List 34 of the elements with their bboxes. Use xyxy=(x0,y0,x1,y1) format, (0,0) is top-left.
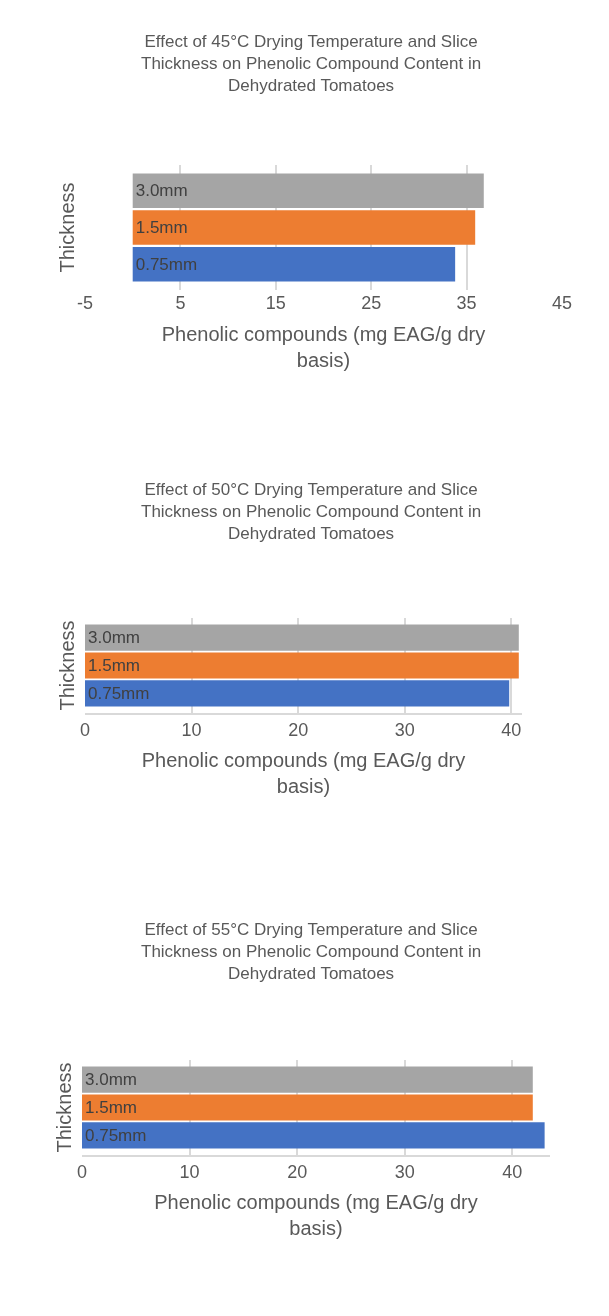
x-tick-label: 40 xyxy=(502,1162,523,1183)
x-axis-title: Phenolic compounds (mg EAG/g dry basis) xyxy=(141,749,466,798)
series-label: 3.0mm xyxy=(135,181,188,201)
chart-title: Effect of 45°C Drying Temperature and Slice Thickness on Phenolic Compound Content in Dehydrated Tomatoes xyxy=(141,32,482,96)
x-axis-title: Phenolic compounds (mg EAG/g dry basis) xyxy=(154,1191,478,1240)
x-tick-label: 25 xyxy=(361,293,382,313)
series-label: 1.5mm xyxy=(85,1098,137,1117)
x-tick-label: 0 xyxy=(79,720,91,741)
y-axis-title: Thickness xyxy=(55,620,78,711)
y-axis-title: Thickness xyxy=(55,182,78,273)
x-tick-label: -5 xyxy=(76,293,94,313)
chart-title: Effect of 50°C Drying Temperature and Slice Thickness on Phenolic Compound Content in Dehydrated Tomatoes xyxy=(141,480,482,544)
x-tick-label: 45 xyxy=(551,293,573,313)
series-label: 0.75mm xyxy=(88,683,150,703)
series-label: 0.75mm xyxy=(135,254,198,274)
x-tick-label: 35 xyxy=(456,293,477,313)
x-tick-label: 30 xyxy=(394,720,415,741)
x-tick-label: 30 xyxy=(394,1162,415,1183)
series-label: 0.75mm xyxy=(85,1125,147,1145)
x-tick-label: 20 xyxy=(287,1162,308,1183)
series-label: 3.0mm xyxy=(85,1070,137,1090)
x-tick-label: 10 xyxy=(179,1162,200,1183)
series-label: 1.5mm xyxy=(88,656,140,675)
chart-title: Effect of 55°C Drying Temperature and Slice Thickness on Phenolic Compound Content in Dehydrated Tomatoes xyxy=(141,920,482,984)
x-tick-label: 0 xyxy=(76,1162,88,1183)
series-label: 1.5mm xyxy=(135,218,188,237)
x-tick-label: 20 xyxy=(288,720,309,741)
x-tick-label: 15 xyxy=(265,293,286,313)
y-axis-title: Thickness xyxy=(52,1062,75,1153)
x-tick-label: 5 xyxy=(175,293,186,313)
series-label: 3.0mm xyxy=(88,628,140,648)
x-axis-title: Phenolic compounds (mg EAG/g dry basis) xyxy=(161,322,486,371)
x-tick-label: 40 xyxy=(501,720,522,741)
x-tick-label: 10 xyxy=(181,720,202,741)
